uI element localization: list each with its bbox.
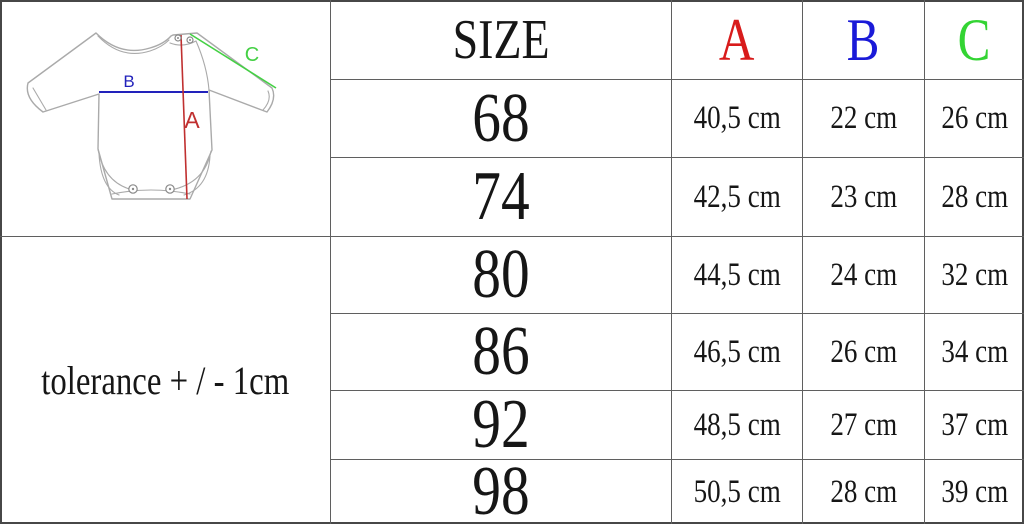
- diagram-label-c: C: [245, 44, 259, 66]
- tolerance-cell: tolerance + / - 1cm: [0, 236, 330, 524]
- size-92-b-cell: 27 cm: [802, 390, 924, 459]
- column-header-b: B: [802, 0, 924, 79]
- measure-line-a: [180, 34, 188, 200]
- size-80-cell: 80: [330, 236, 671, 313]
- size-92-a-cell: 48,5 cm: [671, 390, 802, 459]
- size-74-a-cell: 42,5 cm: [671, 157, 802, 236]
- size-80-c-cell: 32 cm: [924, 236, 1024, 313]
- diagram-label-b: B: [123, 72, 134, 91]
- bodysuit-diagram: B A C: [26, 32, 277, 200]
- size-68-a-cell: 40,5 cm: [671, 79, 802, 157]
- size-98-b-cell: 28 cm: [802, 459, 924, 524]
- size-80-a-cell: 44,5 cm: [671, 236, 802, 313]
- bodysuit-outline: [26, 32, 275, 200]
- size-86-cell: 86: [330, 313, 671, 390]
- size-74-b-cell: 23 cm: [802, 157, 924, 236]
- measure-line-c: [189, 33, 277, 89]
- size-86-c-cell: 34 cm: [924, 313, 1024, 390]
- column-header-a: A: [671, 0, 802, 79]
- size-92-c-cell: 37 cm: [924, 390, 1024, 459]
- tolerance-note: tolerance + / - 1cm: [40, 357, 289, 403]
- column-header-size: SIZE: [330, 0, 671, 79]
- size-68-b-cell: 22 cm: [802, 79, 924, 157]
- snap-button-dots: [131, 37, 191, 191]
- size-86-b-cell: 26 cm: [802, 313, 924, 390]
- size-68-c-cell: 26 cm: [924, 79, 1024, 157]
- size-74-c-cell: 28 cm: [924, 157, 1024, 236]
- column-header-c: C: [924, 0, 1024, 79]
- size-74-cell: 74: [330, 157, 671, 236]
- size-68-cell: 68: [330, 79, 671, 157]
- bodysuit-seams: [32, 35, 270, 196]
- size-98-c-cell: 39 cm: [924, 459, 1024, 524]
- size-98-cell: 98: [330, 459, 671, 524]
- diagram-label-a: A: [184, 107, 200, 133]
- size-98-a-cell: 50,5 cm: [671, 459, 802, 524]
- size-86-a-cell: 46,5 cm: [671, 313, 802, 390]
- size-80-b-cell: 24 cm: [802, 236, 924, 313]
- snap-buttons: [128, 34, 194, 194]
- size-92-cell: 92: [330, 390, 671, 459]
- garment-diagram-cell: B A C: [0, 0, 330, 236]
